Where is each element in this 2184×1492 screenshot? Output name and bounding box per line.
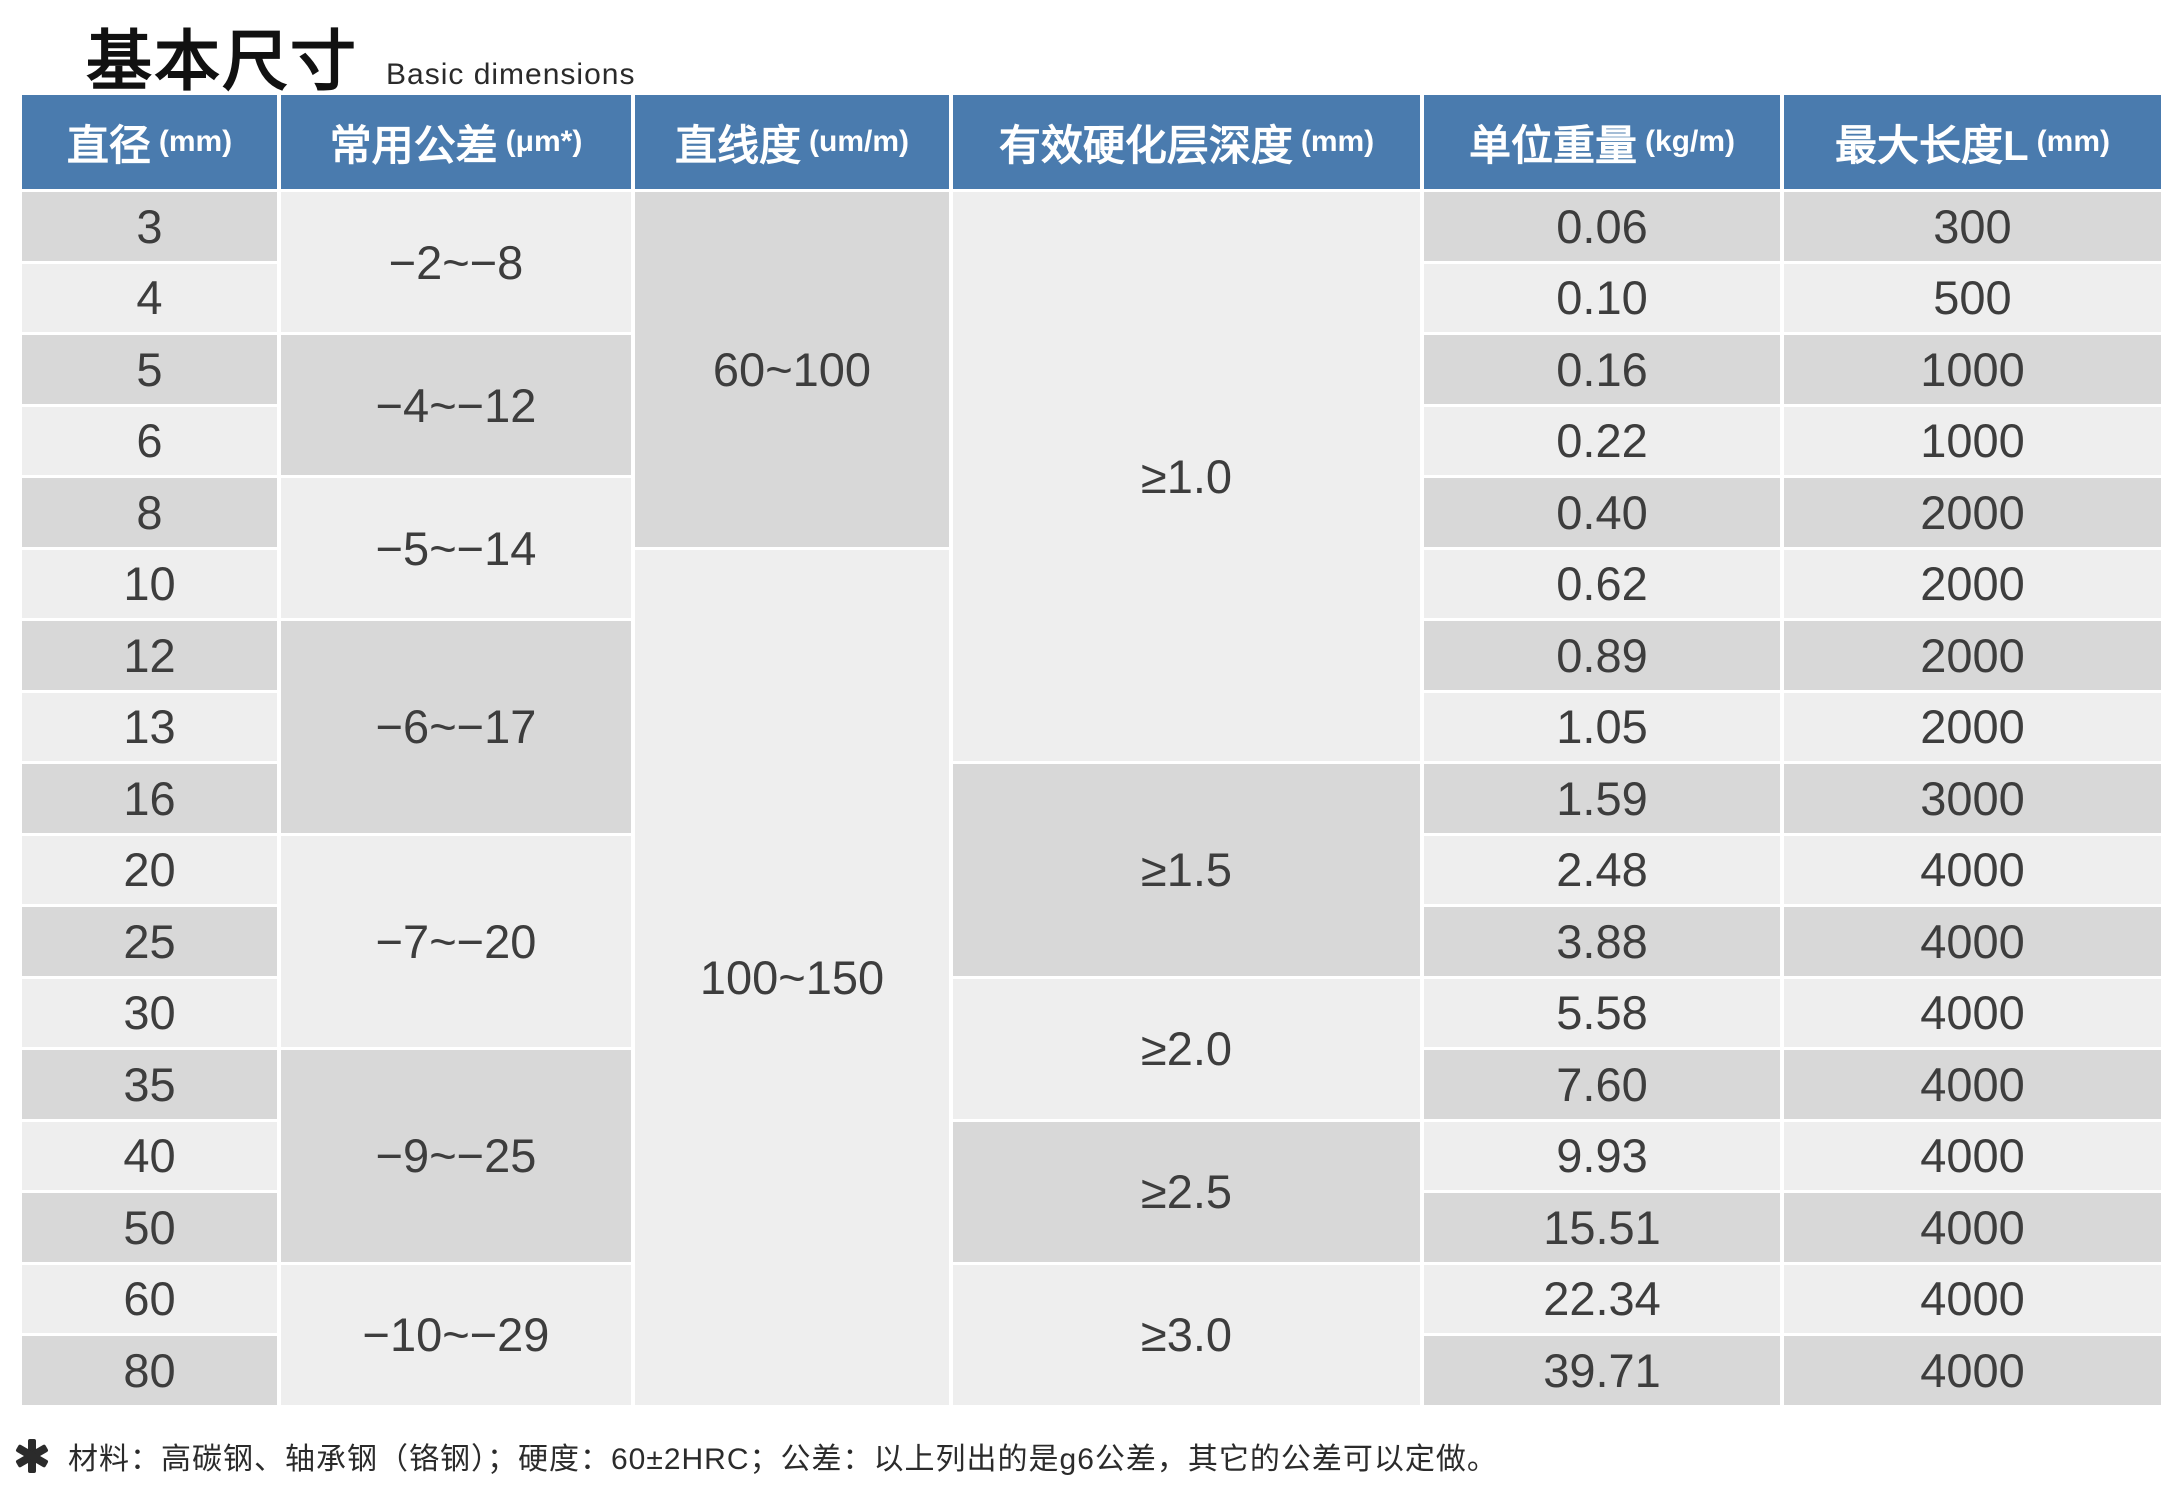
hardened-depth-cell: ≥3.0 xyxy=(953,1264,1420,1405)
col-header-label: 直线度 xyxy=(674,121,801,169)
diameter-cell: 10 xyxy=(22,549,277,618)
hardened-depth-cell: ≥1.0 xyxy=(953,192,1420,761)
max-length-cell: 500 xyxy=(1784,263,2161,332)
diameter-cell: 8 xyxy=(22,478,277,547)
diameter-cell: 5 xyxy=(22,335,277,404)
max-length-cell: 4000 xyxy=(1784,1121,2161,1190)
max-length-cell: 1000 xyxy=(1784,335,2161,404)
diameter-cell: 50 xyxy=(22,1193,277,1262)
max-length-cell: 2000 xyxy=(1784,549,2161,618)
max-length-cell: 3000 xyxy=(1784,764,2161,833)
page-title: 基本尺寸 xyxy=(86,24,358,98)
max-length-cell: 2000 xyxy=(1784,478,2161,547)
diameter-cell: 16 xyxy=(22,764,277,833)
unit-weight-cell: 22.34 xyxy=(1424,1264,1780,1333)
col-header-max-length: 最大长度L (mm) xyxy=(1784,95,2161,189)
col-header-label: 直径 xyxy=(66,121,151,169)
col-header-straightness: 直线度 (um/m) xyxy=(635,95,949,189)
unit-weight-cell: 0.89 xyxy=(1424,621,1780,690)
page-subtitle: Basic dimensions xyxy=(386,58,636,91)
unit-weight-cell: 2.48 xyxy=(1424,835,1780,904)
unit-weight-cell: 1.59 xyxy=(1424,764,1780,833)
max-length-cell: 4000 xyxy=(1784,1193,2161,1262)
footnote: 材料：高碳钢、轴承钢（铬钢）；硬度：60±2HRC；公差：以上列出的是g6公差，… xyxy=(14,1434,1498,1478)
unit-weight-cell: 0.16 xyxy=(1424,335,1780,404)
max-length-cell: 2000 xyxy=(1784,692,2161,761)
diameter-cell: 35 xyxy=(22,1050,277,1119)
diameter-cell: 30 xyxy=(22,978,277,1047)
col-header-tolerance: 常用公差 (μm*) xyxy=(281,95,631,189)
col-header-label: 常用公差 xyxy=(329,121,498,169)
unit-weight-cell: 39.71 xyxy=(1424,1336,1780,1405)
max-length-cell: 4000 xyxy=(1784,907,2161,976)
unit-weight-cell: 3.88 xyxy=(1424,907,1780,976)
diameter-cell: 4 xyxy=(22,263,277,332)
col-header-diameter: 直径 (mm) xyxy=(22,95,277,189)
col-header-unit: (mm) xyxy=(1300,125,1375,158)
col-header-label: 最大长度L xyxy=(1835,121,2029,169)
col-header-unit: (μm*) xyxy=(505,125,583,158)
max-length-cell: 300 xyxy=(1784,192,2161,261)
dimensions-table: 直径 (mm) 常用公差 (μm*) 直线度 (um/m) 有效硬化层深度 (m… xyxy=(22,95,2161,1405)
page-header: 基本尺寸 Basic dimensions xyxy=(86,8,635,104)
col-header-label: 有效硬化层深度 xyxy=(998,121,1293,169)
max-length-cell: 4000 xyxy=(1784,1336,2161,1405)
tolerance-cell: −10~−29 xyxy=(281,1264,631,1405)
col-header-label: 单位重量 xyxy=(1468,121,1637,169)
unit-weight-cell: 0.22 xyxy=(1424,406,1780,475)
asterisk-icon xyxy=(16,1439,48,1473)
footnote-text: 材料：高碳钢、轴承钢（铬钢）；硬度：60±2HRC；公差：以上列出的是g6公差，… xyxy=(68,1443,1498,1476)
diameter-cell: 60 xyxy=(22,1264,277,1333)
diameter-cell: 6 xyxy=(22,406,277,475)
col-header-unit: (um/m) xyxy=(809,125,909,158)
tolerance-cell: −6~−17 xyxy=(281,621,631,833)
diameter-cell: 12 xyxy=(22,621,277,690)
tolerance-cell: −9~−25 xyxy=(281,1050,631,1262)
tolerance-cell: −7~−20 xyxy=(281,835,631,1047)
col-header-unit: (kg/m) xyxy=(1645,125,1735,158)
diameter-cell: 3 xyxy=(22,192,277,261)
unit-weight-cell: 0.10 xyxy=(1424,263,1780,332)
diameter-cell: 20 xyxy=(22,835,277,904)
col-header-hardened-depth: 有效硬化层深度 (mm) xyxy=(953,95,1420,189)
tolerance-cell: −2~−8 xyxy=(281,192,631,332)
unit-weight-cell: 9.93 xyxy=(1424,1121,1780,1190)
hardened-depth-cell: ≥2.5 xyxy=(953,1121,1420,1262)
max-length-cell: 1000 xyxy=(1784,406,2161,475)
unit-weight-cell: 7.60 xyxy=(1424,1050,1780,1119)
straightness-cell: 100~150 xyxy=(635,549,949,1405)
tolerance-cell: −5~−14 xyxy=(281,478,631,618)
max-length-cell: 4000 xyxy=(1784,835,2161,904)
col-header-unit-weight: 单位重量 (kg/m) xyxy=(1424,95,1780,189)
unit-weight-cell: 1.05 xyxy=(1424,692,1780,761)
diameter-cell: 40 xyxy=(22,1121,277,1190)
tolerance-cell: −4~−12 xyxy=(281,335,631,475)
diameter-cell: 13 xyxy=(22,692,277,761)
hardened-depth-cell: ≥1.5 xyxy=(953,764,1420,976)
unit-weight-cell: 0.40 xyxy=(1424,478,1780,547)
unit-weight-cell: 0.62 xyxy=(1424,549,1780,618)
max-length-cell: 4000 xyxy=(1784,1264,2161,1333)
col-header-unit: (mm) xyxy=(158,125,233,158)
straightness-cell: 60~100 xyxy=(635,192,949,547)
unit-weight-cell: 0.06 xyxy=(1424,192,1780,261)
diameter-cell: 25 xyxy=(22,907,277,976)
unit-weight-cell: 15.51 xyxy=(1424,1193,1780,1262)
diameter-cell: 80 xyxy=(22,1336,277,1405)
col-header-unit: (mm) xyxy=(2036,125,2110,158)
max-length-cell: 4000 xyxy=(1784,1050,2161,1119)
unit-weight-cell: 5.58 xyxy=(1424,978,1780,1047)
max-length-cell: 2000 xyxy=(1784,621,2161,690)
hardened-depth-cell: ≥2.0 xyxy=(953,978,1420,1119)
max-length-cell: 4000 xyxy=(1784,978,2161,1047)
